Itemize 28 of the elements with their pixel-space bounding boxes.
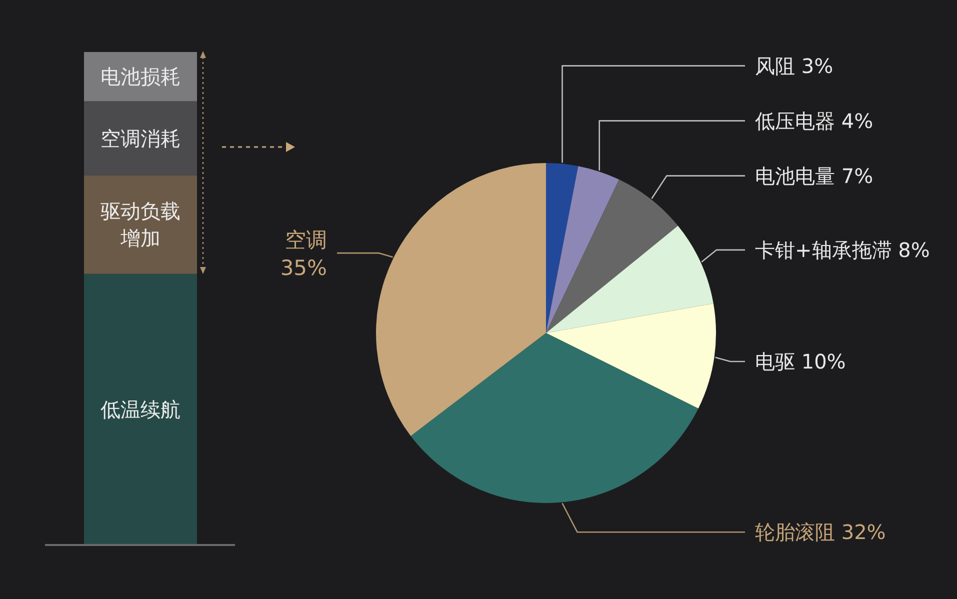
- series-label: 驱动负载增加: [100, 199, 180, 250]
- slice-label: 卡钳+轴承拖滞: [755, 238, 892, 262]
- data-label: 35%: [280, 256, 327, 280]
- data-label: 32%: [841, 520, 886, 544]
- slice-label: 轮胎滚阻: [755, 520, 835, 544]
- slice-label: 电驱: [755, 349, 795, 374]
- bar: [84, 101, 197, 176]
- data-label: 8%: [898, 238, 930, 262]
- pie-slice: [410, 333, 698, 503]
- pie-slice: [376, 163, 546, 436]
- pie-slice: [546, 163, 578, 333]
- bar: [84, 175, 197, 274]
- series-label: 电池损耗: [100, 64, 180, 89]
- pie-slice: [546, 166, 620, 333]
- data-label: 10%: [801, 349, 846, 374]
- pie-slice: [546, 303, 716, 408]
- slice-label: 低压电器: [755, 108, 835, 133]
- data-label: 7%: [841, 164, 874, 188]
- data-label: 4%: [841, 108, 874, 133]
- pie-slice: [546, 226, 714, 333]
- bar: [84, 274, 197, 545]
- series-label: 低温续航: [100, 397, 180, 422]
- pie-slice: [546, 180, 678, 333]
- slice-label: 电池电量: [755, 164, 835, 188]
- slice-label: 空调: [285, 228, 327, 252]
- series-label: 空调消耗: [100, 126, 180, 150]
- data-label: 3%: [801, 54, 834, 78]
- slice-label: 风阻: [755, 54, 795, 78]
